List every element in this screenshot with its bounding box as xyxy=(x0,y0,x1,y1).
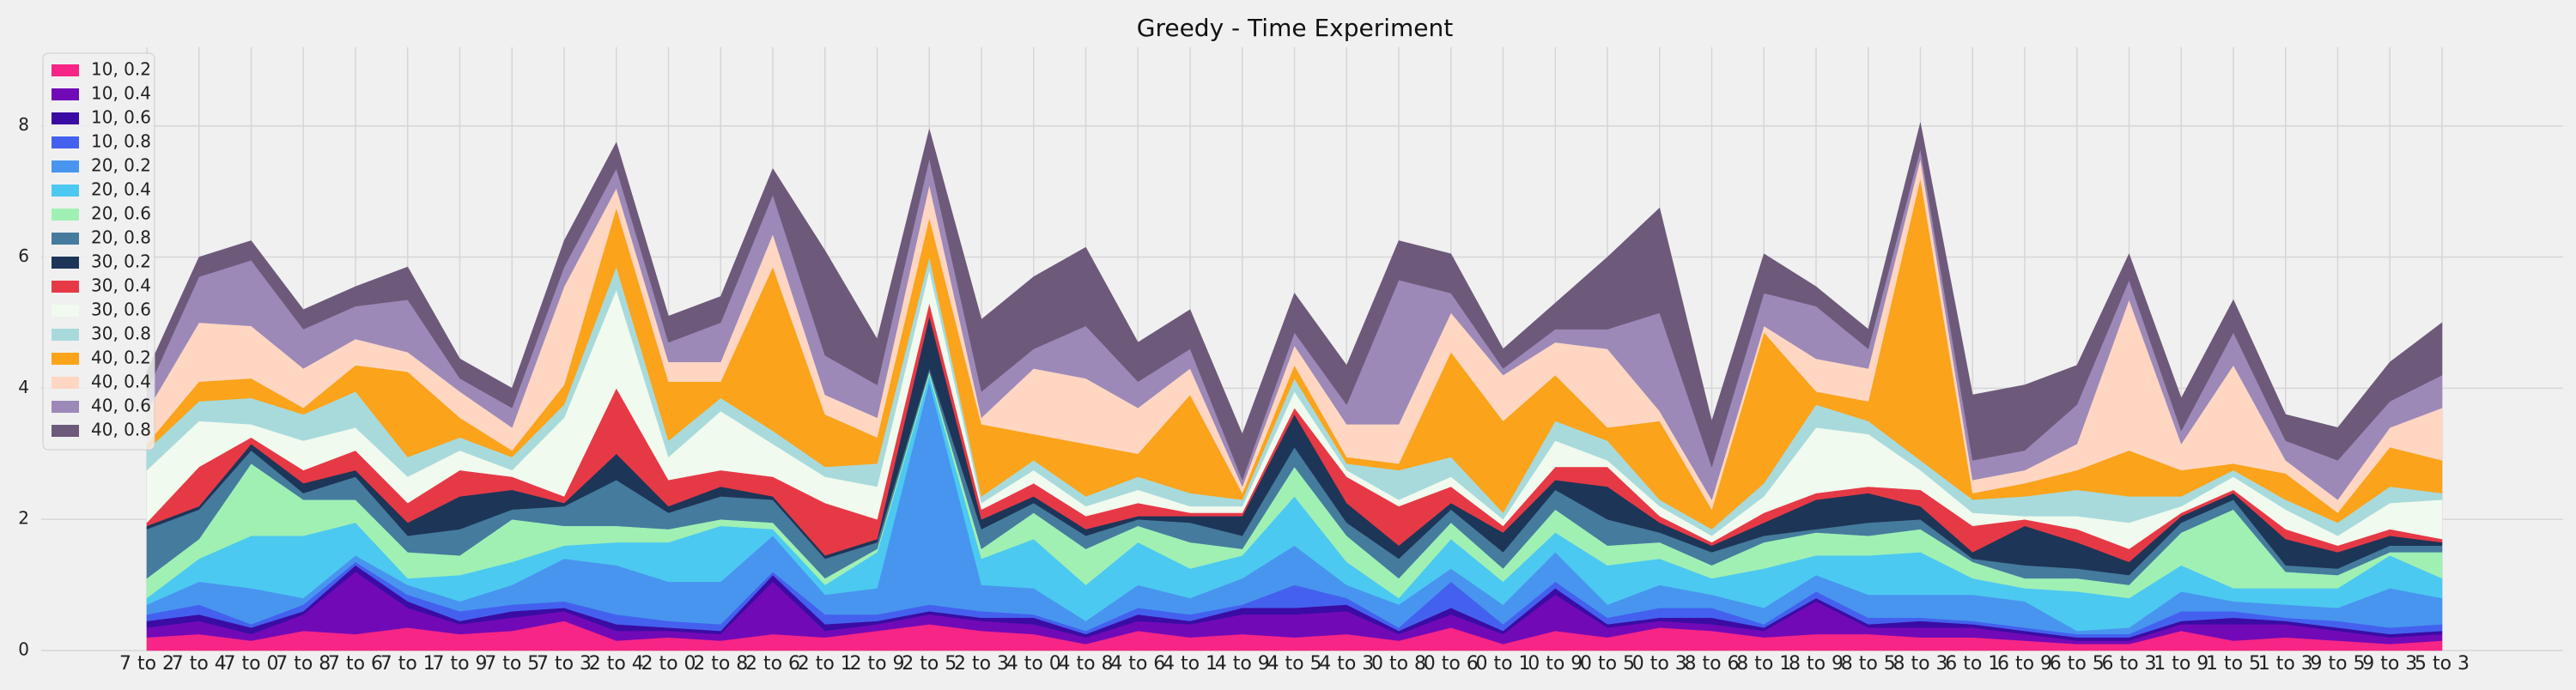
legend-swatch xyxy=(52,329,79,341)
legend-swatch xyxy=(52,136,79,148)
legend-box xyxy=(42,52,155,451)
legend-label: 40, 0.4 xyxy=(91,372,151,392)
x-tick-label: 2 to 8 xyxy=(693,653,748,675)
x-tick-label: 4 to 6 xyxy=(1110,653,1165,675)
x-tick-label: 0 to 9 xyxy=(1528,653,1583,675)
legend-label: 30, 0.6 xyxy=(91,300,151,320)
legend-swatch xyxy=(52,425,79,437)
legend-label: 20, 0.4 xyxy=(91,179,151,200)
legend-swatch xyxy=(52,257,79,269)
x-tick-label: 4 to 1 xyxy=(1163,653,1218,675)
x-tick-label: 0 to 1 xyxy=(1475,653,1530,675)
legend-swatch xyxy=(52,88,79,100)
legend-swatch xyxy=(52,401,79,413)
x-tick-label: 0 to 6 xyxy=(1424,653,1479,675)
x-tick-label: 7 to 1 xyxy=(380,653,435,675)
x-tick-label: 0 to 3 xyxy=(1632,653,1687,675)
x-tick-label: 5 to 3 xyxy=(2415,653,2470,675)
x-tick-label: 2 to 1 xyxy=(798,653,853,675)
legend-swatch xyxy=(52,305,79,317)
x-tick-label: 8 to 3 xyxy=(1893,653,1947,675)
legend: 10, 0.2 10, 0.4 10, 0.6 10, 0.8 20, 0.2 20, 0… xyxy=(42,52,155,451)
x-tick-label: 2 to 9 xyxy=(849,653,904,675)
x-tick-label: 4 to 8 xyxy=(1058,653,1113,675)
x-tick-label: 6 to 9 xyxy=(1997,653,2052,675)
y-tick-label: 0 xyxy=(18,639,29,660)
legend-label: 10, 0.2 xyxy=(91,59,151,80)
y-tick-label: 6 xyxy=(18,245,29,266)
x-tick-label: 7 to 5 xyxy=(484,653,539,675)
x-tick-label: 4 to 9 xyxy=(1215,653,1270,675)
area-series xyxy=(146,122,2443,481)
legend-swatch xyxy=(52,185,79,197)
legend-swatch xyxy=(52,233,79,245)
legend-label: 30, 0.4 xyxy=(91,275,151,296)
x-tick-label: 7 to 2 xyxy=(119,653,174,675)
legend-swatch xyxy=(52,353,79,365)
x-tick-label: 6 to 1 xyxy=(1945,653,2000,675)
legend-label: 20, 0.8 xyxy=(91,227,151,248)
x-tick-label: 7 to 0 xyxy=(223,653,278,675)
x-tick-label: 2 to 3 xyxy=(954,653,1009,675)
x-tick-label: 7 to 4 xyxy=(172,653,227,675)
legend-label: 40, 0.2 xyxy=(91,348,151,368)
x-tick-label: 7 to 3 xyxy=(537,653,592,675)
legend-label: 10, 0.4 xyxy=(91,83,151,104)
x-tick-label: 8 to 6 xyxy=(1684,653,1739,675)
x-tick-label: 4 to 5 xyxy=(1267,653,1321,675)
legend-label: 10, 0.8 xyxy=(91,131,151,152)
legend-swatch xyxy=(52,112,79,124)
legend-swatch xyxy=(52,64,79,76)
y-tick-label: 8 xyxy=(18,114,29,135)
axis-layer: 7 to 27 to 47 to 07 to 87 to 67 to 17 to… xyxy=(18,114,2470,675)
legend-label: 40, 0.6 xyxy=(91,396,151,416)
legend-swatch xyxy=(52,160,79,172)
y-tick-label: 4 xyxy=(18,377,29,397)
x-tick-label: 7 to 8 xyxy=(276,653,331,675)
x-tick-label: 2 to 0 xyxy=(641,653,696,675)
x-tick-label: 7 to 9 xyxy=(432,653,487,675)
legend-swatch xyxy=(52,377,79,389)
legend-label: 40, 0.8 xyxy=(91,420,151,440)
x-tick-label: 1 to 3 xyxy=(2258,653,2313,675)
legend-swatch xyxy=(52,209,79,221)
x-tick-label: 4 to 3 xyxy=(1319,653,1374,675)
x-tick-label: 9 to 5 xyxy=(2310,653,2365,675)
legend-swatch xyxy=(52,281,79,293)
x-tick-label: 8 to 5 xyxy=(1841,653,1896,675)
x-tick-label: 8 to 1 xyxy=(1736,653,1791,675)
x-tick-label: 7 to 6 xyxy=(328,653,383,675)
x-tick-label: 9 to 3 xyxy=(2362,653,2417,675)
legend-label: 30, 0.8 xyxy=(91,324,151,344)
x-tick-label: 2 to 6 xyxy=(745,653,800,675)
legend-label: 30, 0.2 xyxy=(91,251,151,272)
chart-title: Greedy - Time Experiment xyxy=(1137,14,1454,42)
x-tick-label: 6 to 5 xyxy=(2050,653,2105,675)
x-tick-label: 1 to 9 xyxy=(2154,653,2208,675)
x-tick-label: 8 to 9 xyxy=(1789,653,1844,675)
x-tick-label: 2 to 4 xyxy=(589,653,644,675)
area-layer xyxy=(146,122,2443,651)
x-tick-label: 0 to 5 xyxy=(1580,653,1635,675)
x-tick-label: 0 to 8 xyxy=(1371,653,1426,675)
legend-label: 20, 0.6 xyxy=(91,203,151,224)
x-tick-label: 4 to 0 xyxy=(1006,653,1061,675)
legend-label: 10, 0.6 xyxy=(91,107,151,128)
x-tick-label: 1 to 5 xyxy=(2206,653,2261,675)
x-tick-label: 6 to 3 xyxy=(2101,653,2156,675)
legend-label: 20, 0.2 xyxy=(91,155,151,176)
x-tick-label: 2 to 5 xyxy=(902,653,957,675)
y-tick-label: 2 xyxy=(18,508,29,529)
